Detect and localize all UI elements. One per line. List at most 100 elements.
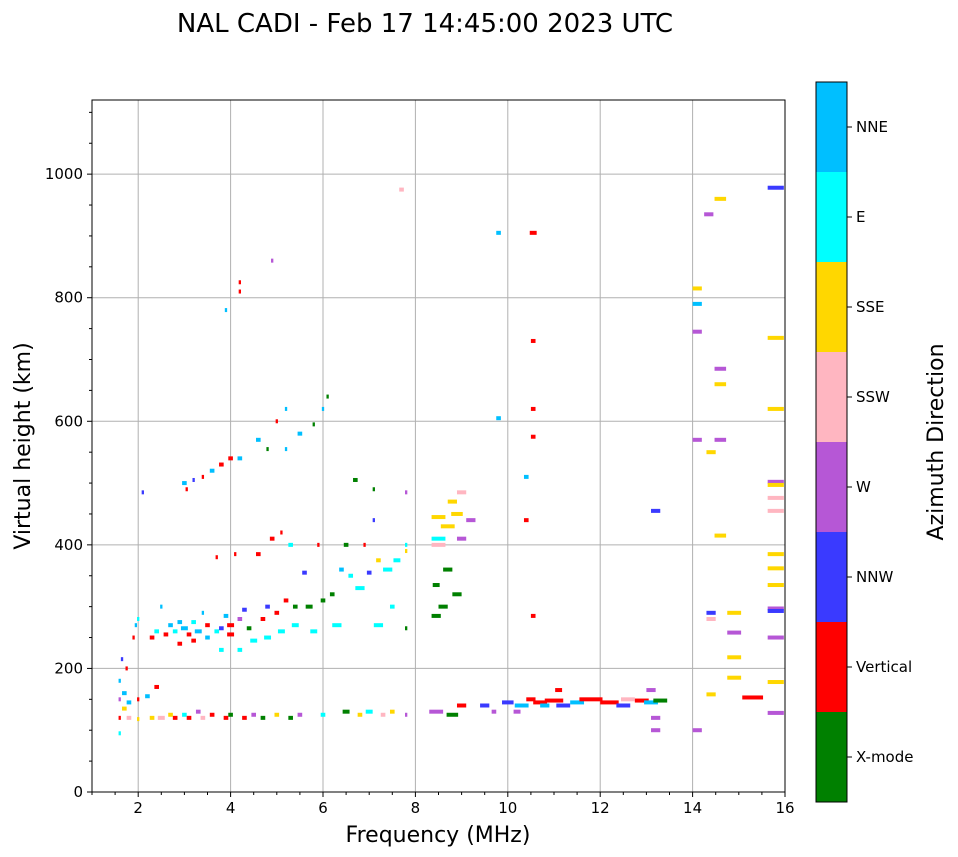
data-point-sse (447, 499, 457, 504)
x-tick-label: 6 (318, 799, 328, 817)
data-point-w (651, 728, 661, 733)
x-tick-label: 14 (683, 799, 702, 817)
data-point-w (692, 329, 702, 334)
data-point-nne (224, 308, 228, 313)
data-point-vertical (242, 715, 247, 720)
colorbar-frame (815, 81, 848, 803)
data-point-w (704, 212, 714, 217)
colorbar-swatch (816, 712, 847, 802)
data-point-vertical (185, 487, 188, 492)
data-point-e (219, 647, 224, 652)
data-point-nnw (302, 570, 307, 575)
data-point-x-mode (320, 598, 326, 603)
data-point-ssw (767, 508, 784, 513)
data-point-nne (570, 700, 585, 705)
data-point-w (767, 606, 784, 611)
data-point-vertical (526, 697, 536, 702)
data-point-sse (431, 515, 446, 520)
data-point-nne (496, 416, 501, 421)
data-point-e (431, 536, 446, 541)
data-point-nne (297, 431, 303, 436)
colorbar-swatch (816, 172, 847, 262)
data-point-vertical (118, 715, 121, 720)
data-point-vertical (533, 700, 548, 705)
colorbar-swatch (816, 82, 847, 172)
data-point-vertical (530, 338, 536, 343)
data-point-sse (357, 712, 363, 717)
data-point-nne (122, 691, 127, 696)
data-point-vertical (209, 712, 215, 717)
data-point-w (651, 715, 661, 720)
data-point-vertical (742, 695, 764, 700)
data-point-sse (767, 406, 784, 411)
data-point-x-mode (312, 422, 315, 427)
data-point-vertical (186, 715, 192, 720)
x-axis-label: Frequency (MHz) (346, 823, 531, 848)
x-tick-label: 2 (133, 799, 143, 817)
x-tick-label: 8 (411, 799, 421, 817)
data-point-sse (767, 680, 784, 685)
data-point-sse (122, 706, 127, 711)
data-point-vertical (227, 623, 235, 628)
colorbar-swatch (816, 442, 847, 532)
data-point-nnw (502, 700, 514, 705)
data-point-x-mode (266, 447, 269, 452)
data-point-nne (339, 567, 344, 572)
data-point-vertical (191, 638, 196, 643)
data-point-sse (149, 715, 155, 720)
data-point-vertical (177, 641, 183, 646)
data-point-vertical (215, 555, 218, 560)
y-ticks: 0 200 400 600 800 1000 (45, 111, 92, 801)
colorbar-swatch (816, 532, 847, 622)
colorbar-label-x-mode: X-mode (856, 748, 913, 766)
data-point-sse (767, 482, 784, 487)
data-point-vertical (456, 703, 467, 708)
data-point-x-mode (228, 712, 233, 717)
colorbar: X-mode Vertical NNW W SSW SSE E NNE (815, 81, 913, 803)
data-point-x-mode (246, 626, 252, 631)
data-point-w (251, 712, 257, 717)
chart-title: NAL CADI - Feb 17 14:45:00 2023 UTC (177, 9, 673, 39)
data-point-x-mode (432, 583, 440, 588)
data-point-nne (134, 623, 138, 628)
data-point-e (355, 586, 365, 591)
data-point-vertical (137, 697, 140, 702)
data-point-x-mode (443, 567, 453, 572)
data-point-w (714, 437, 727, 442)
x-tick-label: 10 (498, 799, 517, 817)
data-point-vertical (205, 623, 210, 628)
data-point-nne (209, 468, 215, 473)
data-point-vertical (228, 456, 233, 461)
data-point-nne (321, 406, 325, 411)
data-point-ssw (126, 715, 132, 720)
y-tick-label: 200 (54, 659, 83, 677)
data-point-sse (714, 533, 727, 538)
data-point-nnw (767, 608, 784, 613)
data-point-x-mode (260, 715, 266, 720)
x-ticks: 2 4 6 8 10 12 14 16 (91, 792, 795, 817)
data-point-ssw (706, 617, 716, 621)
y-tick-label: 1000 (45, 165, 83, 183)
data-point-vertical (523, 518, 529, 523)
data-point-x-mode (326, 394, 329, 399)
data-point-x-mode (288, 715, 293, 720)
colorbar-swatch (816, 352, 847, 442)
data-point-nne (118, 678, 121, 683)
data-point-vertical (274, 610, 280, 615)
data-point-nne (256, 437, 261, 442)
data-point-x-mode (353, 477, 358, 482)
data-point-vertical (219, 462, 224, 467)
data-point-vertical (227, 632, 235, 637)
data-point-w (405, 712, 408, 717)
data-point-x-mode (342, 709, 350, 714)
data-point-w (513, 709, 521, 714)
data-point-nne (284, 447, 288, 452)
data-point-sse (767, 583, 784, 588)
data-point-e (393, 558, 401, 563)
data-point-e (405, 542, 408, 547)
data-point-sse (767, 566, 784, 571)
data-point-x-mode (452, 592, 462, 597)
data-point-e (250, 638, 258, 643)
data-point-e (237, 647, 243, 652)
